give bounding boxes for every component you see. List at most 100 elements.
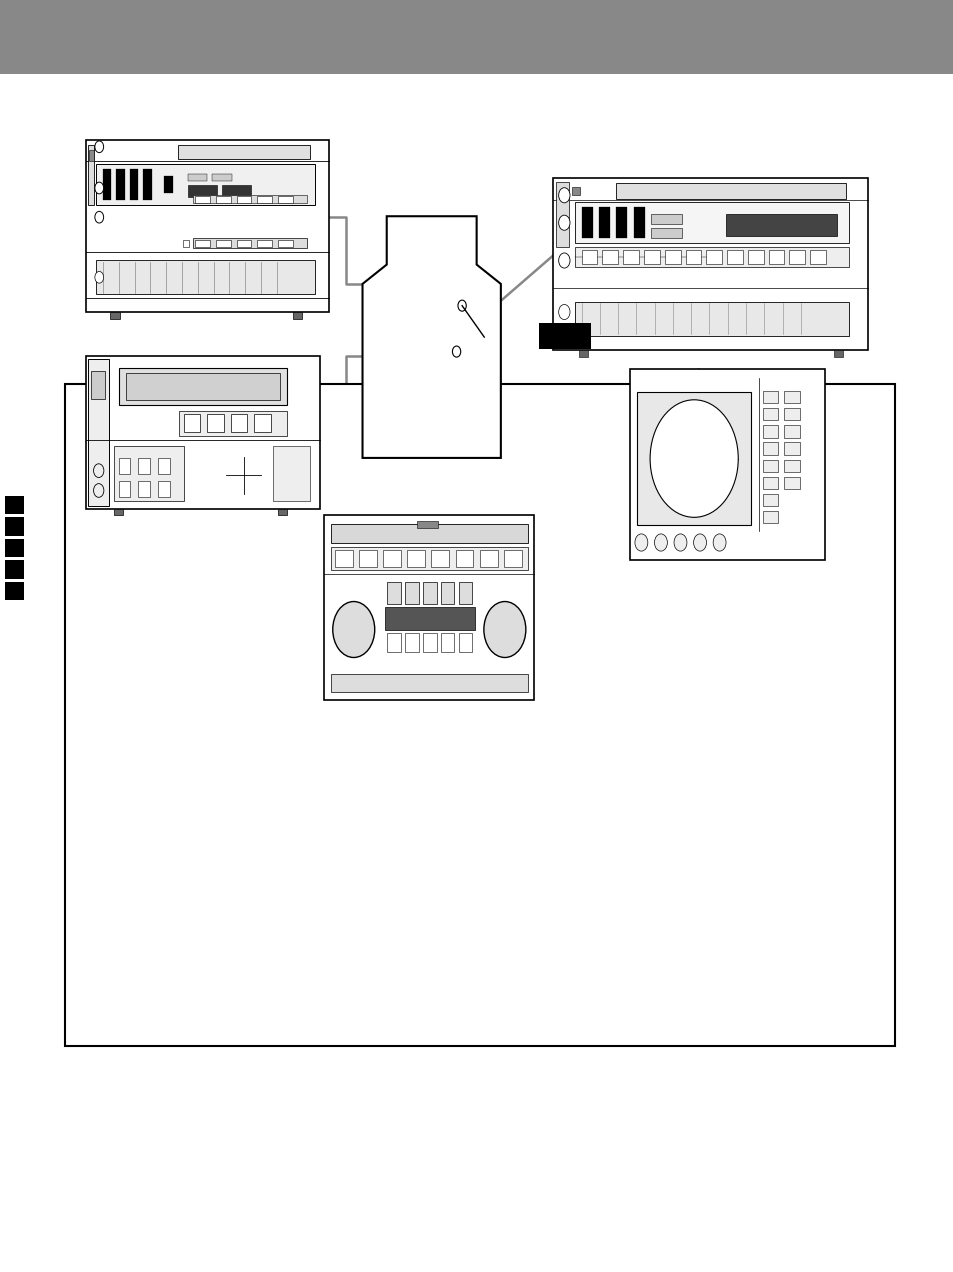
Bar	[761, 443, 778, 454]
Bar	[761, 391, 778, 403]
Bar	[5, 496, 24, 514]
Circle shape	[94, 271, 104, 284]
Bar	[193, 195, 307, 204]
Bar	[383, 551, 400, 567]
Bar	[277, 196, 293, 202]
Bar	[578, 350, 587, 356]
Bar	[440, 581, 454, 604]
Bar	[833, 350, 842, 356]
Bar	[193, 238, 307, 248]
Bar	[5, 518, 24, 536]
Bar	[273, 446, 310, 501]
Bar	[89, 145, 94, 205]
Bar	[405, 581, 418, 604]
Bar	[257, 239, 272, 247]
Bar	[215, 239, 231, 247]
Bar	[664, 251, 679, 265]
Bar	[650, 214, 681, 224]
Bar	[103, 169, 112, 200]
Bar	[331, 524, 527, 543]
Bar	[422, 633, 436, 651]
Bar	[622, 251, 639, 265]
Bar	[158, 458, 170, 473]
Bar	[643, 251, 659, 265]
Bar	[188, 174, 208, 181]
Bar	[116, 169, 125, 200]
Bar	[575, 301, 848, 336]
Bar	[768, 251, 783, 265]
Bar	[553, 178, 867, 350]
Bar	[293, 312, 302, 318]
Bar	[387, 633, 400, 651]
Circle shape	[333, 602, 375, 658]
Bar	[788, 251, 804, 265]
Circle shape	[558, 188, 569, 202]
Circle shape	[713, 534, 725, 551]
Bar	[581, 251, 597, 265]
Bar	[726, 214, 836, 237]
Circle shape	[649, 399, 738, 518]
Circle shape	[452, 346, 460, 357]
Bar	[616, 207, 627, 238]
Bar	[88, 359, 109, 506]
Circle shape	[558, 215, 569, 230]
Bar	[440, 633, 454, 651]
Bar	[783, 391, 799, 403]
Bar	[761, 425, 778, 438]
Bar	[601, 251, 618, 265]
Bar	[0, 0, 953, 74]
Bar	[222, 184, 251, 197]
Bar	[783, 408, 799, 420]
Bar	[458, 633, 472, 651]
Bar	[158, 481, 170, 496]
Circle shape	[654, 534, 667, 551]
Bar	[747, 251, 762, 265]
Bar	[761, 477, 778, 488]
Bar	[178, 145, 310, 159]
Bar	[130, 169, 138, 200]
Bar	[783, 443, 799, 454]
Bar	[118, 458, 131, 473]
Bar	[257, 196, 272, 202]
Bar	[358, 551, 376, 567]
Bar	[231, 415, 247, 432]
Bar	[405, 633, 418, 651]
Bar	[650, 228, 681, 238]
Bar	[637, 392, 750, 525]
Bar	[616, 183, 845, 198]
Bar	[331, 547, 527, 570]
Bar	[581, 207, 592, 238]
Bar	[86, 356, 319, 509]
Bar	[416, 520, 437, 528]
Bar	[95, 164, 314, 205]
Polygon shape	[362, 216, 500, 458]
Bar	[422, 581, 436, 604]
Bar	[431, 551, 449, 567]
Bar	[179, 411, 287, 435]
Bar	[184, 415, 200, 432]
Bar	[207, 415, 224, 432]
Circle shape	[483, 602, 525, 658]
Bar	[89, 150, 93, 160]
Bar	[86, 140, 329, 312]
Bar	[277, 239, 293, 247]
Circle shape	[94, 141, 104, 153]
Bar	[113, 509, 123, 515]
Bar	[783, 425, 799, 438]
Bar	[387, 581, 400, 604]
Bar	[253, 415, 271, 432]
Circle shape	[94, 182, 104, 193]
Circle shape	[693, 534, 706, 551]
Bar	[324, 515, 534, 700]
Bar	[809, 251, 825, 265]
Bar	[188, 184, 217, 197]
Bar	[118, 481, 131, 496]
Bar	[277, 509, 287, 515]
Bar	[5, 539, 24, 557]
Bar	[633, 207, 644, 238]
Bar	[126, 373, 279, 401]
Bar	[685, 251, 700, 265]
Bar	[503, 551, 521, 567]
Circle shape	[674, 534, 686, 551]
Bar	[5, 561, 24, 579]
